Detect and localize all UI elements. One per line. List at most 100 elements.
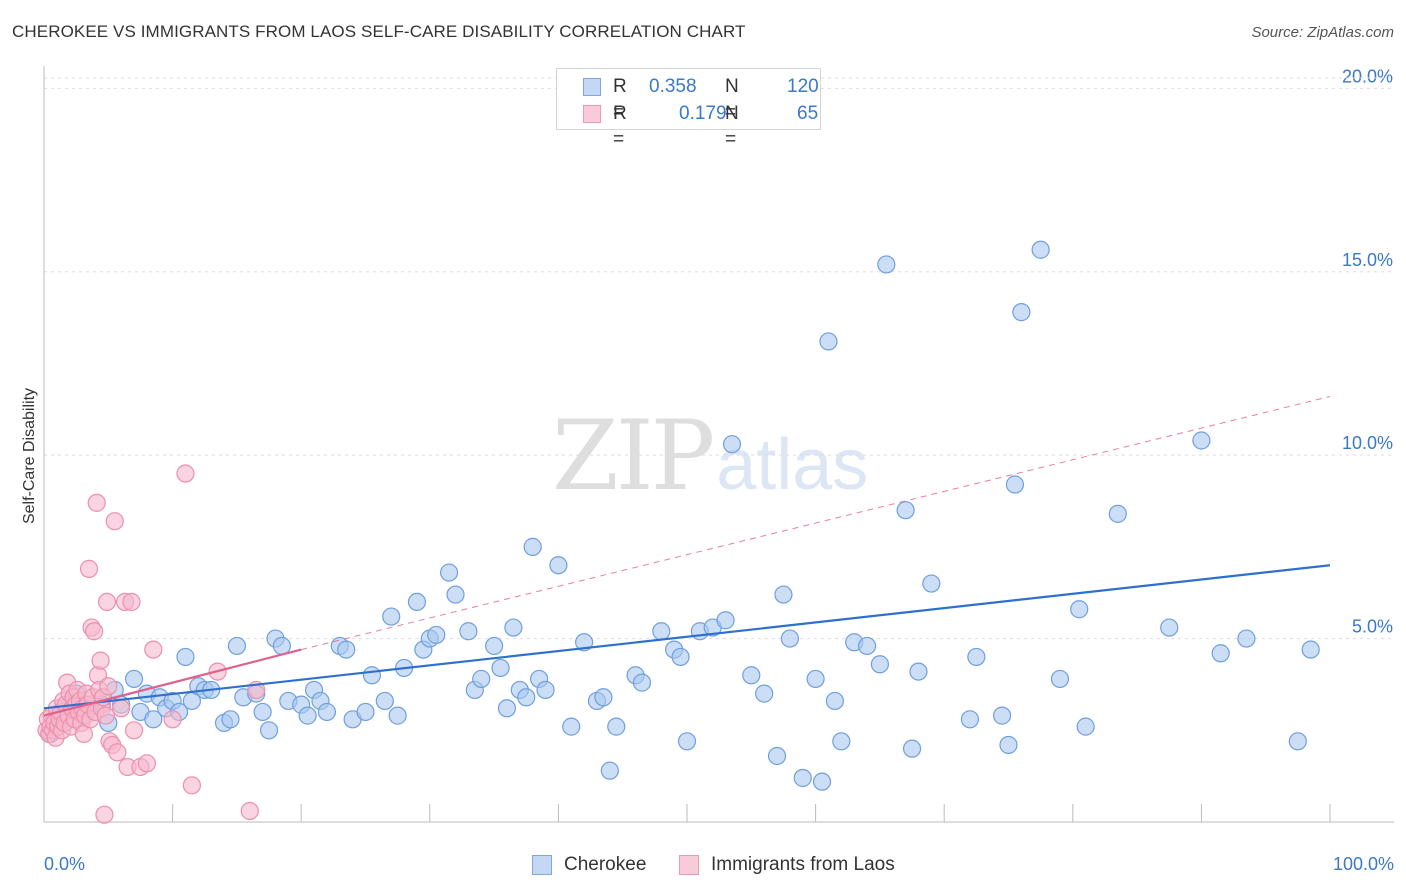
cherokee-point (446, 585, 465, 604)
cherokee-point (388, 706, 407, 725)
cherokee-point (536, 680, 555, 700)
laos-point (97, 592, 117, 612)
n-value: 65 (797, 103, 819, 124)
cherokee-point (259, 721, 279, 740)
cherokee-point (1160, 618, 1179, 637)
laos-point (176, 464, 195, 483)
cherokee-point (504, 618, 523, 637)
laos-point (182, 776, 201, 795)
cherokee-point (594, 688, 613, 707)
zipatlas-watermark: ZIPatlas (552, 400, 868, 512)
y-tick-label: 10.0% (1342, 433, 1393, 453)
r-value: 0.179 (679, 103, 727, 124)
laos-point (87, 493, 106, 512)
cherokee-point (806, 669, 825, 689)
cherokee-point (382, 607, 401, 626)
cherokee-point (767, 746, 787, 766)
chart-title: CHEROKEE VS IMMIGRANTS FROM LAOS SELF-CA… (12, 22, 746, 41)
cherokee-point (317, 702, 337, 722)
laos-point (105, 512, 124, 531)
r-label: R = (613, 103, 627, 150)
laos-trend-line (43, 648, 302, 717)
y-tick-label: 20.0% (1342, 66, 1393, 86)
cherokee-swatch (532, 855, 552, 875)
cherokee-point (375, 691, 394, 711)
laos-point (163, 710, 182, 729)
cherokee-point (677, 732, 697, 751)
cherokee-point (960, 710, 980, 729)
r-value: 0.358 (649, 76, 697, 97)
laos-point (108, 743, 127, 762)
laos-swatch (583, 105, 601, 123)
r-label: R = (613, 76, 627, 123)
n-value: 120 (787, 76, 819, 97)
cherokee-point (1301, 640, 1320, 659)
laos-point (99, 677, 118, 696)
laos-point (112, 699, 131, 718)
cherokee-point (517, 688, 536, 707)
cherokee-point (337, 640, 356, 659)
y-axis-label: Self-Care Disability (21, 387, 38, 525)
cherokee-point (221, 710, 240, 729)
cherokee-point (896, 501, 915, 520)
cherokee-swatch (583, 78, 601, 96)
cherokee-point (1050, 669, 1070, 689)
laos-trend-extension (301, 395, 1331, 651)
source-label: Source: ZipAtlas.com (1251, 24, 1394, 41)
cherokee-point (407, 592, 427, 612)
cherokee-point (877, 255, 896, 274)
laos-swatch (679, 855, 699, 875)
cherokee-point (124, 669, 144, 689)
cherokee-point (459, 622, 478, 641)
laos-point (95, 805, 114, 824)
cherokee-point (497, 699, 517, 718)
cherokee-point (755, 684, 774, 703)
cherokee-point (607, 717, 626, 736)
cherokee-point (922, 574, 941, 593)
cherokee-point (774, 585, 793, 604)
laos-point (137, 754, 156, 773)
n-label: N = (725, 103, 739, 150)
laos-label: Immigrants from Laos (711, 854, 895, 875)
cherokee-point (967, 647, 986, 667)
cherokee-point (825, 691, 844, 711)
cherokee-trend-line (43, 564, 1331, 710)
cherokee-point (1237, 629, 1256, 648)
watermark-atlas: atlas (716, 425, 869, 505)
cherokee-point (902, 739, 922, 758)
laos-point (91, 651, 110, 670)
cherokee-point (1192, 431, 1211, 450)
cherokee-point (819, 332, 838, 351)
cherokee-point (1070, 600, 1089, 619)
cherokee-label: Cherokee (564, 854, 647, 875)
cherokee-point (427, 625, 446, 645)
cherokee-point (857, 636, 877, 656)
cherokee-point (1031, 240, 1050, 259)
cherokee-point (652, 622, 671, 641)
cherokee-point (1108, 504, 1127, 523)
cherokee-point (362, 666, 382, 685)
laos-point (144, 640, 163, 659)
cherokee-point (812, 772, 832, 791)
cherokee-point (780, 629, 799, 648)
cherokee-point (562, 717, 581, 736)
laos-point (85, 622, 104, 641)
cherokee-point (742, 666, 761, 685)
laos-point (96, 706, 115, 725)
cherokee-point (272, 636, 292, 656)
cherokee-point (485, 636, 504, 656)
cherokee-point (1288, 732, 1307, 751)
cherokee-point (491, 658, 510, 678)
cherokee-point (600, 761, 619, 780)
cherokee-point (227, 636, 246, 656)
cherokee-point (575, 633, 594, 652)
cherokee-point (439, 563, 459, 582)
cherokee-point (870, 655, 890, 674)
cherokee-point (632, 673, 652, 692)
cherokee-point (722, 435, 742, 454)
laos-point (122, 592, 141, 612)
cherokee-point (298, 706, 317, 725)
cherokee-point (1211, 644, 1230, 663)
laos-point (240, 801, 259, 821)
